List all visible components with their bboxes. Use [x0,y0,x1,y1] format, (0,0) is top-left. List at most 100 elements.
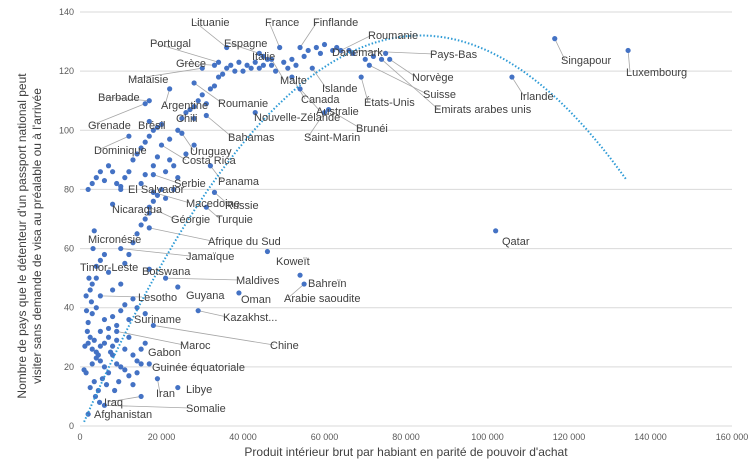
data-point [101,402,108,408]
x-tick-label: 100 000 [471,432,504,442]
point-label: Somalie [186,403,226,415]
data-point [325,106,332,113]
point-label: Portugal [150,38,191,50]
data-point [252,59,258,65]
point-label: Grèce [176,58,206,70]
data-point [110,343,116,349]
data-point [89,281,95,287]
data-point [87,287,93,293]
point-label: Iran [156,388,175,400]
leader-line [381,59,439,110]
data-point [150,172,156,178]
leader-line [104,404,191,409]
point-label: Roumanie [218,98,268,110]
data-point [97,293,103,299]
data-point [211,62,218,68]
point-label: Suriname [134,314,181,326]
data-point [175,127,181,133]
data-point [158,142,165,148]
data-point [175,384,181,391]
point-label: Singapour [561,55,611,67]
data-point [126,133,132,139]
data-point [126,334,132,340]
data-point [97,257,103,263]
data-point [236,290,242,296]
data-point [158,121,165,127]
leader-line [165,277,241,281]
data-point [187,106,193,113]
data-point [122,260,128,266]
data-point [313,44,319,51]
data-point [179,115,185,122]
data-point [321,41,328,48]
data-point [224,44,230,51]
leader-line [149,227,213,242]
leader-line [198,310,228,318]
data-point [138,145,144,151]
data-point [122,346,128,352]
data-point [103,382,110,388]
point-label: Grenade [88,120,131,132]
point-label: Guinée équatoriale [152,362,245,374]
data-point [183,109,189,116]
data-point [268,62,275,68]
data-point [110,201,116,207]
data-point [101,316,108,323]
point-label: Jamaïque [186,251,234,263]
leader-line [194,21,227,48]
data-point [114,328,120,334]
data-point [158,186,165,193]
data-point [146,133,152,139]
data-point [346,47,352,54]
data-point [232,68,238,74]
point-label: Oman [241,294,271,306]
point-labels: Lituanie France Finflande Roumanie Portugal E… [80,17,687,421]
x-tick-label: 40 000 [229,432,257,442]
data-point [105,334,112,340]
data-point [142,101,148,107]
data-point [171,163,177,169]
data-point [130,296,136,302]
data-point [509,74,515,80]
data-point [150,127,156,133]
point-label: Maroc [180,340,211,352]
leader-line [206,115,233,138]
data-point [297,272,303,278]
point-label: Australie [316,106,359,118]
data-point [130,352,136,358]
data-point [126,251,132,258]
data-point [305,47,311,54]
point-label: Irlande [520,91,554,103]
point-label: Saint-Marin [304,132,360,144]
x-tick-label: 80 000 [392,432,420,442]
data-point [154,192,161,198]
data-point [97,169,103,175]
data-point [195,98,201,104]
y-tick-label: 40 [64,303,74,313]
data-point [101,177,108,184]
point-label: Libye [186,384,212,396]
data-point [162,169,169,175]
data-point [138,222,144,228]
point-label: Guyana [186,290,225,302]
point-label: Uruguay [190,146,232,158]
data-point [260,62,266,68]
point-label: Maldives [236,275,280,287]
data-point [191,104,197,110]
data-point [112,387,118,394]
point-label: Bahreïn [308,278,347,290]
leader-line [369,64,428,95]
point-label: Roumanie [368,30,418,42]
point-label: Barbade [98,92,140,104]
data-point [101,340,108,346]
data-point [162,275,169,281]
data-point [162,195,169,201]
data-point [179,130,185,136]
data-point [118,186,124,193]
leader-line [131,67,203,80]
point-label: Macedoine [186,198,240,210]
data-point [122,175,128,181]
data-point [142,340,148,346]
data-point [142,139,148,145]
leader-line [120,248,191,257]
